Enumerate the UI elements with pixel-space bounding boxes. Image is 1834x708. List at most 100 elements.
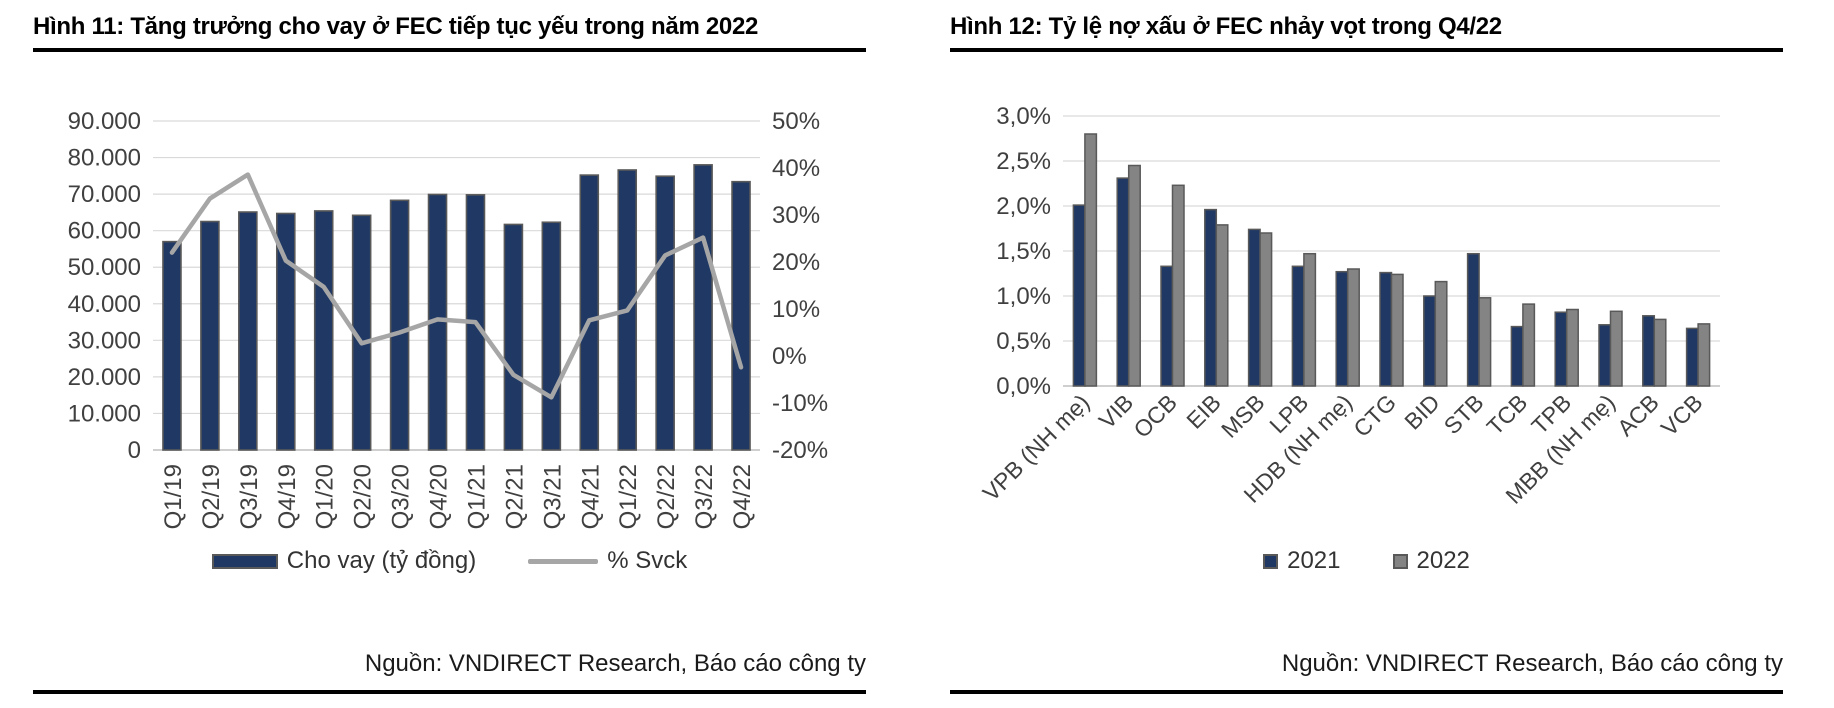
- figure-12-title: Hình 12: Tỷ lệ nợ xấu ở FEC nhảy vọt tro…: [950, 13, 1502, 40]
- legend-label-svck: % Svck: [607, 547, 688, 574]
- npl-bar-2021: [1204, 208, 1218, 387]
- x-axis-category-label: Q4/19: [274, 464, 301, 529]
- x-axis-category-label: Q2/20: [350, 464, 377, 529]
- npl-bar-2021: [1598, 324, 1612, 387]
- legend-label-2022: 2022: [1416, 547, 1470, 574]
- x-axis-category-label: STB: [1439, 389, 1489, 439]
- y-axis-tick-label: 2,0%: [996, 193, 1051, 220]
- figure-11-bottom-rule: [33, 690, 866, 694]
- left-axis-tick-label: 80.000: [68, 145, 141, 172]
- x-axis-category-label: OCB: [1128, 389, 1182, 443]
- figure-11-source: Nguồn: VNDIRECT Research, Báo cáo công t…: [364, 650, 866, 677]
- right-axis-tick-label: 20%: [772, 249, 820, 276]
- x-axis-category-label: VCB: [1656, 389, 1708, 441]
- npl-bar-2021: [1685, 327, 1699, 387]
- left-axis-tick-label: 90.000: [68, 108, 141, 135]
- figure-12-legend: 2021 2022: [950, 546, 1783, 576]
- left-axis-tick-label: 60.000: [68, 218, 141, 245]
- loan-growth-chart: 0 10.000 20.000 30.000 40.000 50.000 60.000 70.…: [68, 108, 828, 529]
- x-axis-category-label: Q1/22: [615, 464, 642, 529]
- legend-item-2022: 2022: [1392, 547, 1470, 575]
- npl-bar-2022: [1565, 308, 1579, 387]
- right-axis-tick-label: 50%: [772, 108, 820, 135]
- loan-bar: [275, 212, 296, 451]
- left-axis-tick-label: 40.000: [68, 291, 141, 318]
- x-axis-category-label: BID: [1399, 389, 1444, 434]
- npl-bar-2022: [1346, 268, 1360, 387]
- left-axis-tick-label: 20.000: [68, 364, 141, 391]
- npl-bar-2022: [1522, 303, 1536, 387]
- figure-12-source: Nguồn: VNDIRECT Research, Báo cáo công t…: [1281, 650, 1783, 677]
- npl-bar-2021: [1510, 325, 1524, 387]
- npl-bar-2022: [1697, 323, 1711, 387]
- npl-bar-2022: [1127, 164, 1141, 387]
- npl-bar-2021: [1642, 315, 1656, 387]
- figure-11-title-rule: [33, 48, 866, 52]
- right-axis-tick-label: -10%: [772, 390, 828, 417]
- loan-bar: [541, 221, 562, 451]
- right-axis-tick-label: 30%: [772, 202, 820, 229]
- left-axis-tick-label: 50.000: [68, 254, 141, 281]
- loan-bar: [655, 175, 675, 451]
- x-axis-category-label: Q3/22: [691, 464, 718, 529]
- npl-bar-2021: [1291, 265, 1305, 387]
- npl-bar-2022: [1171, 184, 1185, 387]
- left-axis-tick-label: 0: [128, 437, 141, 464]
- figure-11-legend: Cho vay (tỷ đồng) % Svck: [33, 546, 866, 576]
- npl-bar-2022: [1390, 273, 1404, 387]
- y-axis-tick-label: 1,0%: [996, 283, 1051, 310]
- series-2021-swatch: [1263, 553, 1279, 569]
- npl-bar-2021: [1423, 295, 1437, 387]
- line-series-swatch: [528, 558, 599, 564]
- loan-bar: [162, 240, 182, 451]
- loan-bar: [731, 180, 751, 451]
- loan-bar: [313, 210, 334, 451]
- npl-bar-2022: [1215, 224, 1229, 387]
- npl-bar-2021: [1335, 270, 1349, 387]
- x-axis-category-label: Q3/21: [539, 464, 566, 529]
- npl-bar-2022: [1478, 297, 1492, 387]
- y-axis-tick-label: 3,0%: [996, 103, 1051, 130]
- npl-bar-2022: [1303, 252, 1317, 387]
- bar-series-swatch: [211, 553, 278, 569]
- x-axis-category-label: Q2/21: [501, 464, 528, 529]
- x-axis-category-label: Q4/22: [729, 464, 756, 529]
- x-axis-category-label: MSB: [1216, 389, 1270, 443]
- right-axis-tick-label: 40%: [772, 155, 820, 182]
- legend-item-cho-vay: Cho vay (tỷ đồng): [211, 547, 477, 575]
- loan-bar: [200, 220, 220, 451]
- x-axis-category-label: VPB (NH mẹ): [978, 389, 1095, 506]
- x-axis-category-label: Q1/20: [312, 464, 339, 529]
- figure-12-title-rule: [950, 48, 1783, 52]
- legend-label-cho-vay: Cho vay (tỷ đồng): [286, 547, 477, 574]
- growth-line: [169, 172, 744, 400]
- loan-bar: [238, 211, 258, 451]
- figure-12: Hình 12: Tỷ lệ nợ xấu ở FEC nhảy vọt tro…: [917, 0, 1834, 708]
- npl-bar-2021: [1466, 252, 1480, 387]
- right-axis-tick-label: 10%: [772, 296, 820, 323]
- legend-item-svck: % Svck: [528, 547, 687, 575]
- x-axis-category-label: Q4/21: [577, 464, 604, 529]
- loan-bar: [693, 164, 713, 451]
- figure-12-bottom-rule: [950, 690, 1783, 694]
- y-axis-tick-label: 0,0%: [996, 373, 1051, 400]
- x-axis-category-label: Q3/20: [388, 464, 415, 529]
- y-axis-tick-label: 2,5%: [996, 148, 1051, 175]
- npl-bar-2021: [1379, 271, 1393, 387]
- x-axis-category-label: CTG: [1348, 389, 1401, 442]
- npl-bar-2021: [1160, 265, 1174, 387]
- npl-bar-2022: [1259, 232, 1273, 387]
- legend-label-2021: 2021: [1287, 547, 1341, 574]
- x-axis-category-label: Q1/19: [160, 464, 187, 529]
- x-axis-category-label: Q3/19: [236, 464, 263, 529]
- npl-bar-2021: [1072, 204, 1086, 387]
- loan-bar: [389, 199, 410, 451]
- left-axis-tick-label: 30.000: [68, 327, 141, 354]
- npl-bar-2022: [1084, 133, 1098, 387]
- loan-bar: [503, 223, 524, 451]
- left-axis-tick-label: 70.000: [68, 181, 141, 208]
- legend-item-2021: 2021: [1263, 547, 1341, 575]
- x-axis-category-label: Q2/19: [198, 464, 225, 529]
- series-2022-swatch: [1392, 553, 1408, 569]
